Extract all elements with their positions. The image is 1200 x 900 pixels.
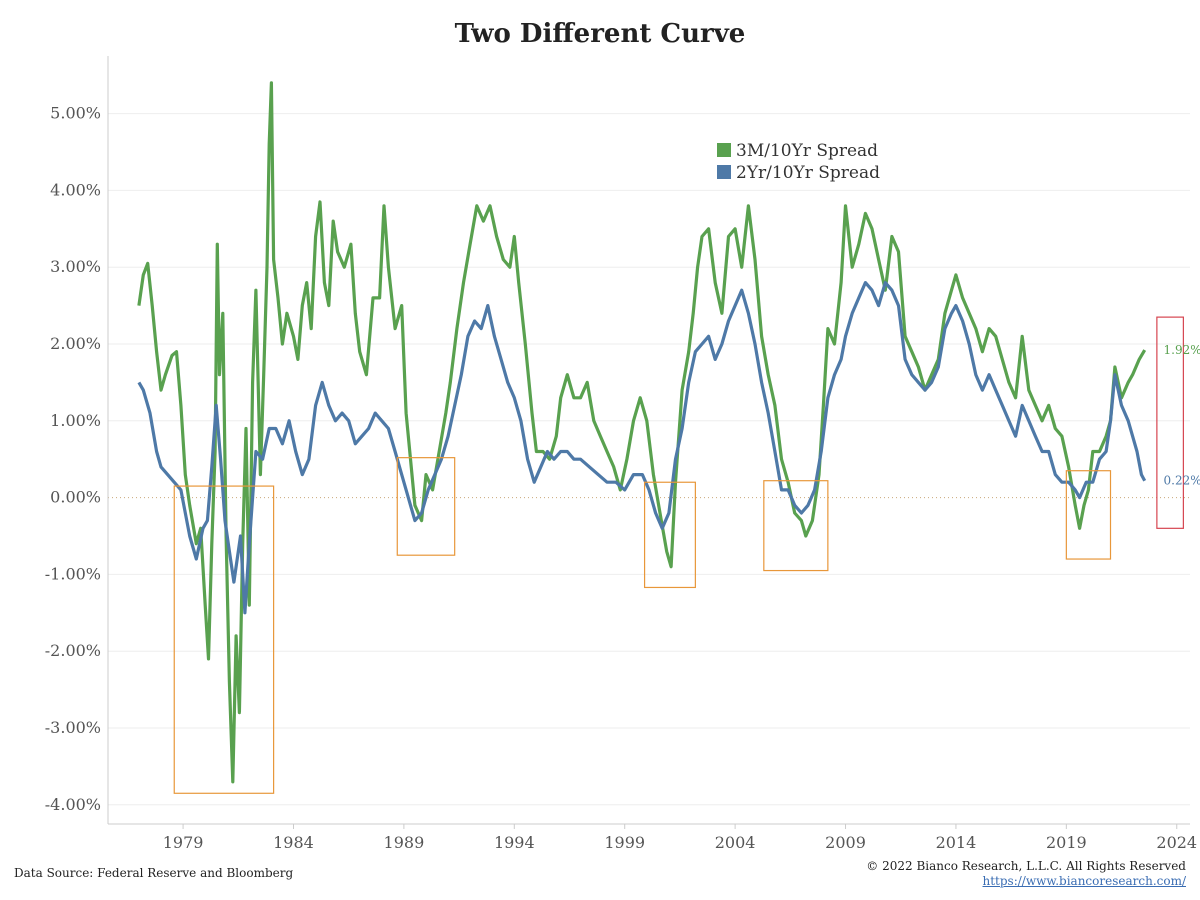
x-tick-label: 1989 [384, 833, 425, 852]
y-axis: -4.00% -3.00% -2.00% -1.00% 0.00% 1.00% 2.00% 3… [45, 56, 109, 824]
x-tick-label: 1979 [163, 833, 204, 852]
x-tick-label: 2024 [1156, 833, 1197, 852]
x-tick-label: 1999 [604, 833, 645, 852]
website-link[interactable]: https://www.biancoresearch.com/ [982, 874, 1186, 888]
highlight-box [763, 480, 829, 572]
end-labels: 1.92% 0.22% [1164, 343, 1200, 488]
x-tick-label: 2009 [825, 833, 866, 852]
legend-label: 2Yr/10Yr Spread [736, 163, 880, 183]
y-tick-label: -4.00% [45, 795, 101, 814]
series-layer [137, 81, 1147, 784]
end-value-label: 0.22% [1164, 474, 1200, 488]
y-tick-label: 4.00% [50, 180, 101, 199]
highlight-box [1065, 470, 1112, 560]
x-tick-label: 2014 [936, 833, 977, 852]
y-tick-label: 5.00% [50, 104, 101, 123]
highlight-box [396, 457, 456, 556]
highlight-box [643, 481, 696, 589]
data-source-note: Data Source: Federal Reserve and Bloombe… [14, 866, 294, 880]
y-tick-label: -2.00% [45, 641, 101, 660]
copyright-note: © 2022 Bianco Research, L.L.C. All Right… [866, 859, 1186, 873]
footer-right: © 2022 Bianco Research, L.L.C. All Right… [866, 859, 1186, 889]
x-tick-label: 1984 [273, 833, 314, 852]
y-tick-label: 0.00% [50, 488, 101, 507]
x-axis: 1979 1984 1989 1994 1999 2004 2009 2014 2019 2024 [108, 823, 1197, 852]
gridlines [108, 113, 1190, 806]
y-tick-label: -1.00% [45, 564, 101, 583]
y-tick-label: -3.00% [45, 718, 101, 737]
annotation-boxes [173, 316, 1184, 794]
legend-swatch [717, 165, 731, 179]
series-line-3m-10yr [137, 81, 1147, 784]
chart-title: Two Different Curve [455, 19, 746, 49]
legend-swatch [717, 143, 731, 157]
x-tick-label: 2004 [715, 833, 756, 852]
highlight-box [1156, 316, 1184, 529]
end-value-label: 1.92% [1164, 343, 1200, 357]
legend-label: 3M/10Yr Spread [736, 141, 878, 161]
y-tick-label: 1.00% [50, 411, 101, 430]
y-tick-label: 3.00% [50, 257, 101, 276]
highlight-box [173, 485, 275, 794]
x-tick-label: 2019 [1046, 833, 1087, 852]
y-tick-label: 2.00% [50, 334, 101, 353]
x-tick-label: 1994 [494, 833, 535, 852]
